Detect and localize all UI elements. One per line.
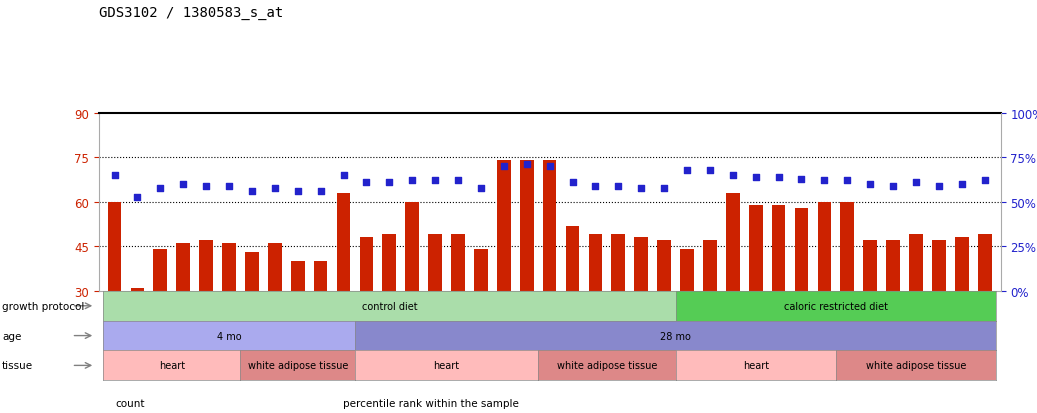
Text: age: age [2,331,22,341]
Text: heart: heart [742,361,768,370]
Point [106,173,122,179]
Point [130,194,146,200]
Bar [542,161,557,291]
Bar [864,241,877,291]
Text: percentile rank within the sample: percentile rank within the sample [343,398,520,408]
Bar [497,161,510,291]
Point [541,164,558,170]
Point [496,164,512,170]
Bar [635,238,648,291]
Bar [932,241,946,291]
Bar [108,202,121,291]
Text: white adipose tissue: white adipose tissue [866,361,966,370]
Bar [451,235,465,291]
Text: count: count [115,398,144,408]
Text: white adipose tissue: white adipose tissue [248,361,348,370]
Point [770,174,787,181]
Bar [153,250,167,291]
Point [175,181,192,188]
Text: 4 mo: 4 mo [217,331,242,341]
Point [930,183,947,190]
Bar [314,261,328,291]
Point [358,180,374,186]
Point [450,178,467,184]
Bar [176,244,190,291]
Point [678,167,695,174]
Bar [474,250,487,291]
Point [725,173,741,179]
Bar [726,193,739,291]
Text: GDS3102 / 1380583_s_at: GDS3102 / 1380583_s_at [99,6,283,20]
Point [862,181,878,188]
Bar [680,250,694,291]
Bar [337,193,351,291]
Text: caloric restricted diet: caloric restricted diet [784,301,888,311]
Point [816,178,833,184]
Text: heart: heart [159,361,185,370]
Point [518,162,535,169]
Text: control diet: control diet [362,301,417,311]
Bar [657,241,671,291]
Bar [955,238,969,291]
Point [793,176,810,183]
Bar [589,235,602,291]
Point [267,185,283,192]
Bar [199,241,213,291]
Bar [360,238,373,291]
Point [564,180,581,186]
Point [633,185,649,192]
Point [748,174,764,181]
Point [312,188,329,195]
Point [907,180,924,186]
Text: heart: heart [433,361,459,370]
Point [381,180,397,186]
Bar [268,244,282,291]
Point [244,188,260,195]
Bar [222,244,235,291]
Point [335,173,352,179]
Point [473,185,489,192]
Point [953,181,970,188]
Bar [887,241,900,291]
Point [404,178,421,184]
Bar [840,202,854,291]
Bar [520,161,534,291]
Point [839,178,856,184]
Bar [817,202,832,291]
Point [289,188,306,195]
Bar [909,235,923,291]
Bar [978,235,991,291]
Text: tissue: tissue [2,361,33,370]
Bar [405,202,419,291]
Point [221,183,237,190]
Point [655,185,672,192]
Bar [383,235,396,291]
Bar [794,208,809,291]
Bar [612,235,625,291]
Point [610,183,626,190]
Text: white adipose tissue: white adipose tissue [557,361,657,370]
Point [427,178,444,184]
Bar [290,261,305,291]
Bar [428,235,442,291]
Point [198,183,215,190]
Text: growth protocol: growth protocol [2,301,84,311]
Point [152,185,169,192]
Bar [131,288,144,291]
Bar [703,241,717,291]
Point [885,183,901,190]
Bar [772,205,785,291]
Bar [749,205,762,291]
Point [587,183,604,190]
Text: 28 mo: 28 mo [661,331,691,341]
Bar [565,226,580,291]
Point [977,178,993,184]
Point [702,167,719,174]
Bar [245,253,259,291]
